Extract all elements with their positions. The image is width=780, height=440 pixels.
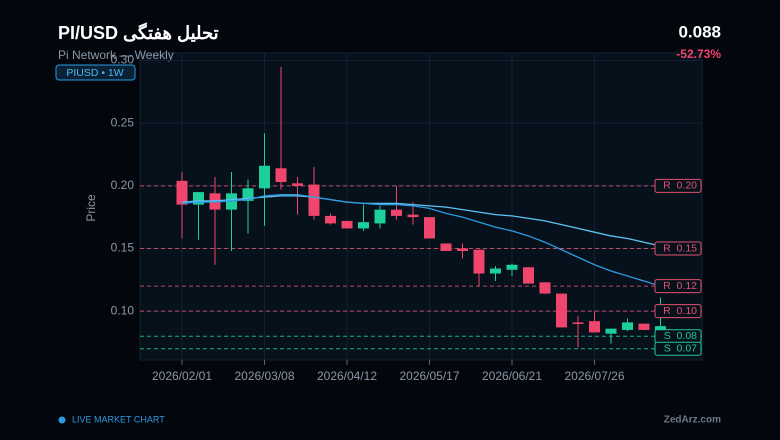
- candle-body: [292, 183, 303, 186]
- subtitle: Pi Network — Weekly: [58, 48, 174, 62]
- level-label: R 0.10: [663, 305, 697, 317]
- candle-body: [638, 323, 650, 330]
- candle-body: [523, 267, 534, 284]
- candle-body: [374, 209, 386, 224]
- level-tag: [654, 241, 702, 256]
- brand: ZedArz.com: [664, 415, 721, 426]
- candle-body: [605, 328, 617, 334]
- candle-body: [457, 248, 468, 251]
- y-tick-label: 0.15: [111, 241, 135, 255]
- x-tick-label: 2026/04/12: [317, 369, 377, 383]
- candle-body: [473, 249, 485, 274]
- candle-body: [572, 322, 584, 324]
- badge: PIUSD • 1W: [66, 67, 123, 79]
- badge-box: [55, 64, 136, 81]
- level-tag: [654, 178, 702, 193]
- y-tick-label: 0.20: [111, 178, 135, 192]
- candle-body: [424, 217, 435, 239]
- candle-body: [391, 209, 402, 216]
- candle-body: [308, 184, 320, 216]
- level-label: S 0.08: [664, 330, 697, 342]
- moving-average: [181, 195, 661, 247]
- candle-body: [622, 322, 633, 330]
- candle-body: [407, 214, 419, 218]
- level-label: R 0.12: [663, 280, 697, 292]
- candle-body: [655, 326, 666, 330]
- candle-body: [259, 165, 270, 189]
- candle-body: [176, 180, 188, 205]
- candle-body: [589, 321, 600, 333]
- candle-body: [440, 243, 452, 251]
- y-tick-label: 0.25: [111, 115, 135, 129]
- x-tick-label: 2026/02/01: [152, 369, 212, 383]
- title: PI/USD تحلیل هفتگی: [58, 22, 219, 43]
- candle-body: [506, 264, 518, 270]
- level-tag: [654, 279, 702, 294]
- level-tag: [654, 341, 702, 356]
- price: 0.088: [678, 22, 721, 41]
- moving-average: [181, 193, 661, 287]
- x-tick-label: 2026/07/26: [564, 369, 624, 383]
- candle-body: [193, 192, 204, 205]
- level-label: R 0.20: [663, 180, 697, 192]
- candle-body: [490, 268, 501, 274]
- candle-body: [242, 188, 254, 201]
- candle-body: [556, 293, 567, 328]
- live-dot: [58, 416, 66, 424]
- level-label: S 0.07: [664, 343, 697, 355]
- level-tag: [654, 304, 702, 319]
- level-label: R 0.15: [663, 242, 697, 254]
- candle-body: [325, 215, 336, 224]
- x-tick-label: 2026/03/08: [234, 369, 294, 383]
- candle-body: [341, 220, 353, 229]
- x-tick-label: 2026/06/21: [482, 369, 542, 383]
- candle-body: [275, 168, 287, 183]
- y-tick-label: 0.30: [111, 53, 135, 67]
- y-axis-label: Price: [84, 194, 98, 222]
- change: -52.73%: [676, 47, 721, 61]
- y-tick-label: 0.10: [111, 303, 135, 317]
- candle-body: [358, 222, 369, 229]
- live-label: LIVE MARKET CHART: [72, 414, 165, 424]
- candle-body: [539, 282, 551, 294]
- x-tick-label: 2026/05/17: [399, 369, 459, 383]
